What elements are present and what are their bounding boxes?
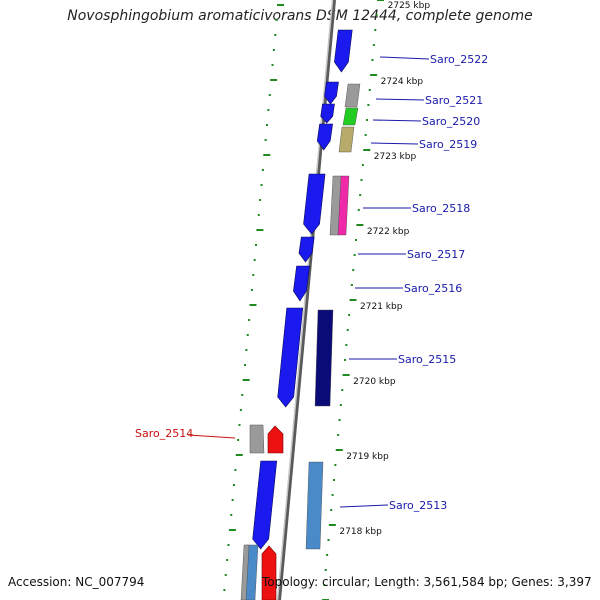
gene-labels: Saro_2522 Saro_2521 Saro_2520 Saro_2519 Saro…	[135, 53, 488, 512]
gene-label-Saro_2517: Saro_2517	[407, 248, 465, 261]
feature-block	[314, 309, 334, 407]
genome-backbone-highlight	[276, 0, 334, 600]
gene-arrow-Saro_2515	[277, 307, 304, 408]
scale-label: 2721 kbp	[360, 302, 403, 312]
feature-block	[240, 544, 250, 600]
gene-label-Saro_2522: Saro_2522	[430, 53, 488, 66]
gene-arrow-Saro_2520	[320, 103, 335, 124]
gene-label-Saro_2516: Saro_2516	[404, 282, 462, 295]
gene-arrow-Saro_2514	[267, 425, 284, 454]
feature-block	[344, 83, 361, 108]
scale-label: 2723 kbp	[374, 152, 417, 162]
gene-arrow	[261, 545, 277, 600]
gene-label-leader	[187, 434, 236, 439]
gene-label-leader	[379, 56, 430, 60]
gene-label-leader	[372, 119, 422, 122]
scale-label: 2725 kbp	[388, 1, 431, 11]
scale-label: 2720 kbp	[353, 377, 396, 387]
gene-arrow-Saro_2518	[303, 173, 326, 235]
map-title: Novosphingobium aromaticivorans DSM 1244…	[67, 8, 533, 24]
gene-label-Saro_2521: Saro_2521	[425, 94, 483, 107]
feature-block	[337, 175, 350, 236]
feature-block	[338, 126, 355, 153]
gene-label-Saro_2520: Saro_2520	[422, 115, 480, 128]
gene-arrow-Saro_2516	[293, 265, 310, 302]
feature-block	[305, 461, 324, 550]
scale-label: 2718 kbp	[339, 527, 382, 537]
gene-label-Saro_2515: Saro_2515	[398, 353, 456, 366]
gene-features	[240, 29, 361, 600]
gene-arrow-Saro_2521	[324, 81, 339, 105]
gene-label-leader	[339, 504, 389, 508]
scale-ticks	[223, 0, 384, 600]
gene-arrow-Saro_2517	[298, 236, 315, 263]
scale-label: 2722 kbp	[367, 227, 410, 237]
gene-arrow-Saro_2519	[316, 123, 333, 151]
feature-block	[342, 107, 359, 126]
accession-label: Accession: NC_007794	[8, 575, 145, 589]
feature-block	[249, 424, 265, 454]
genome-backbone-line	[277, 0, 336, 600]
scale-label: 2724 kbp	[381, 77, 424, 87]
genome-backbone	[276, 0, 336, 600]
genome-summary: Topology: circular; Length: 3,561,584 bp…	[262, 575, 592, 589]
gene-label-leader	[375, 98, 425, 101]
gene-label-Saro_2519: Saro_2519	[419, 138, 477, 151]
scale-label: 2719 kbp	[346, 452, 389, 462]
gene-label-Saro_2513: Saro_2513	[389, 499, 447, 512]
gene-label-leader	[370, 142, 419, 145]
gene-label-Saro_2514: Saro_2514	[135, 427, 193, 440]
scale-labels: 2725 kbp 2724 kbp 2723 kbp 2722 kbp 2721 kbp…	[339, 1, 430, 537]
gene-label-Saro_2518: Saro_2518	[412, 202, 470, 215]
gene-arrow-Saro_2522	[334, 29, 353, 73]
gene-arrow-Saro_2513	[252, 460, 278, 550]
